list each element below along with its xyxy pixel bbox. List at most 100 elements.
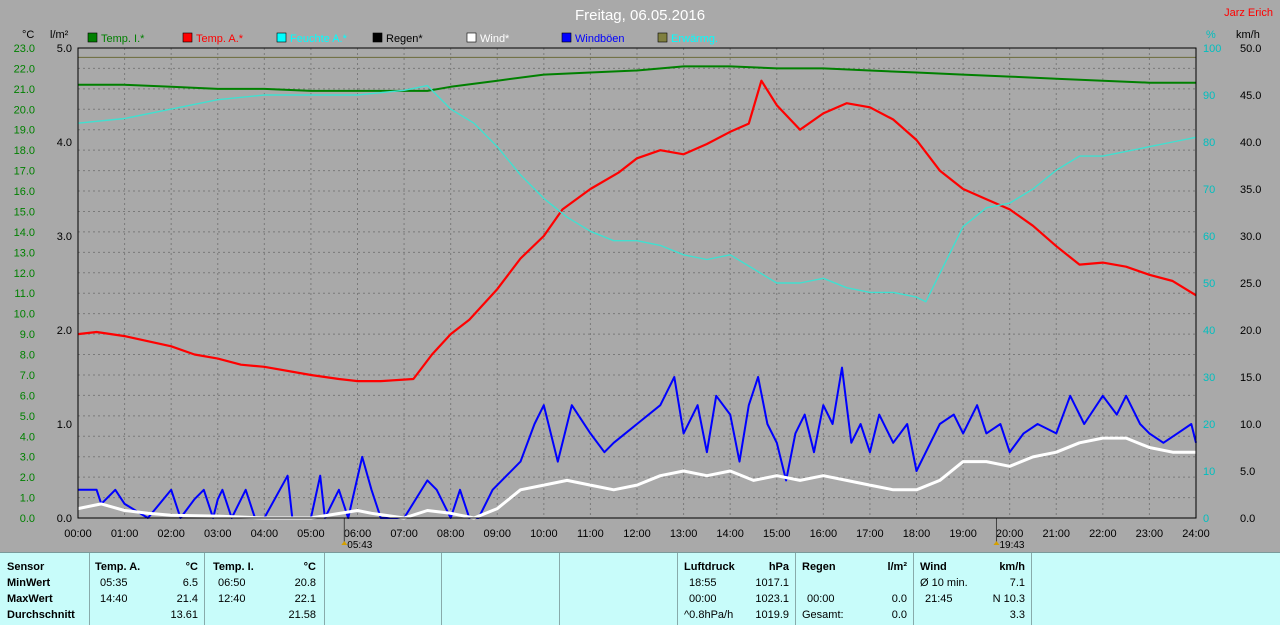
rain-unit-label: l/m² (50, 29, 69, 41)
humidity-tick-label: 90 (1203, 90, 1215, 102)
avg-label: Durchschnitt (7, 609, 75, 621)
humidity-unit-label: % (1206, 29, 1216, 41)
temp-i-max-value: 22.1 (294, 593, 316, 605)
legend-swatch (182, 32, 193, 43)
rain-max-value: 0.0 (891, 593, 907, 605)
time-tick-label: 07:00 (390, 528, 418, 540)
pressure-avg-value: 1019.9 (755, 609, 789, 621)
time-tick-label: 03:00 (204, 528, 232, 540)
wind-avg10-value: 7.1 (1009, 577, 1025, 589)
temp-tick-label: 22.0 (14, 63, 35, 75)
temp-a-header: Temp. A. (95, 561, 141, 573)
plot-frame (77, 47, 1197, 519)
rain-tick-label: 4.0 (57, 137, 72, 149)
temp-tick-label: 4.0 (20, 431, 35, 443)
temp-a-min-value: 6.5 (182, 577, 198, 589)
stats-footer: Sensor MinWert MaxWert Durchschnitt Temp… (0, 552, 1280, 625)
sensor-label: Sensor (7, 561, 45, 573)
wind-avg10-label: Ø 10 min. (920, 577, 968, 589)
empty-col-1 (325, 553, 442, 625)
series-line (77, 84, 1197, 303)
temp-tick-label: 16.0 (14, 186, 35, 198)
temp-tick-label: 9.0 (20, 329, 35, 341)
empty-col-3 (560, 553, 678, 625)
pressure-min-value: 1017.1 (755, 577, 789, 589)
wind-tick-label: 50.0 (1240, 43, 1261, 55)
wind-tick-label: 5.0 (1240, 466, 1255, 478)
temp-i-col: Temp. I. °C 06:50 20.8 12:40 22.1 21.58 (205, 553, 325, 625)
time-tick-label: 19:00 (949, 528, 977, 540)
temp-a-unit: °C (185, 561, 198, 573)
temp-tick-label: 2.0 (20, 472, 35, 484)
wind-tick-label: 30.0 (1240, 231, 1261, 243)
time-tick-label: 15:00 (763, 528, 791, 540)
rain-tick-label: 0.0 (57, 513, 72, 525)
rain-tick-label: 2.0 (57, 325, 72, 337)
wind-max-time: 21:45 (925, 593, 953, 605)
legend-label: Wind* (480, 33, 510, 45)
author-label: Jarz Erich (1224, 7, 1273, 19)
time-tick-label: 04:00 (251, 528, 279, 540)
legend-swatch (466, 32, 477, 43)
sunset-time-label: 19:43 (999, 540, 1024, 551)
time-tick-label: 24:00 (1182, 528, 1210, 540)
legend-label: Temp. I.* (101, 33, 145, 45)
temp-tick-label: 17.0 (14, 166, 35, 178)
sunrise-time-label: 05:43 (347, 540, 372, 551)
pressure-min-time: 18:55 (689, 577, 717, 589)
series-line (77, 436, 1196, 520)
series-line (77, 79, 1197, 383)
temp-tick-label: 7.0 (20, 370, 35, 382)
temp-tick-label: 18.0 (14, 145, 35, 157)
temp-a-max-time: 14:40 (100, 593, 128, 605)
time-tick-label: 18:00 (903, 528, 931, 540)
temp-i-min-time: 06:50 (218, 577, 246, 589)
pressure-col: Luftdruck hPa 18:55 1017.1 00:00 1023.1 … (678, 553, 796, 625)
chart-title: Freitag, 06.05.2016 (575, 7, 705, 24)
temp-tick-label: 20.0 (14, 104, 35, 116)
temp-i-avg-value: 21.58 (288, 609, 316, 621)
humidity-tick-label: 40 (1203, 325, 1215, 337)
legend-swatch (276, 32, 287, 43)
chart-area: 0.0 1.0 2.0 3.0 4.0 5.0 6.0 7.0 8.0 9.0 10.0 11.0 12… (0, 0, 1280, 552)
temp-tick-label: 23.0 (14, 43, 35, 55)
wind-header: Wind (920, 561, 947, 573)
rain-header: Regen (802, 561, 836, 573)
legend-label: Regen* (386, 33, 423, 45)
pressure-max-value: 1023.1 (755, 593, 789, 605)
wind-tick-label: 20.0 (1240, 325, 1261, 337)
time-tick-label: 00:00 (64, 528, 92, 540)
rain-unit: l/m² (887, 561, 907, 573)
temp-a-col: Temp. A. °C 05:35 6.5 14:40 21.4 13.61 (90, 553, 205, 625)
wind-max-value: N 10.3 (992, 593, 1025, 605)
rain-tick-label: 1.0 (57, 419, 72, 431)
time-tick-label: 14:00 (716, 528, 744, 540)
time-tick-label: 22:00 (1089, 528, 1117, 540)
temp-tick-label: 10.0 (14, 309, 35, 321)
rain-tick-label: 3.0 (57, 231, 72, 243)
min-label: MinWert (7, 577, 51, 589)
time-tick-label: 17:00 (856, 528, 884, 540)
humidity-tick-label: 20 (1203, 419, 1215, 431)
time-tick-label: 08:00 (437, 528, 465, 540)
time-tick-label: 13:00 (670, 528, 698, 540)
wind-unit: km/h (999, 561, 1025, 573)
wind-tick-label: 45.0 (1240, 90, 1261, 102)
series-line (78, 65, 1196, 92)
temp-i-unit: °C (303, 561, 316, 573)
humidity-tick-label: 0 (1203, 513, 1209, 525)
legend-label: Feuchte A.* (290, 33, 348, 45)
time-tick-label: 11:00 (577, 528, 604, 540)
time-tick-label: 21:00 (1042, 528, 1070, 540)
temp-tick-label: 13.0 (14, 247, 35, 259)
time-tick-label: 01:00 (111, 528, 139, 540)
temp-i-header: Temp. I. (213, 561, 254, 573)
humidity-tick-label: 30 (1203, 372, 1215, 384)
legend-swatch (87, 32, 98, 43)
temp-tick-label: 1.0 (20, 493, 35, 505)
wind-tick-label: 35.0 (1240, 184, 1261, 196)
temp-a-avg-value: 13.61 (170, 609, 198, 621)
time-tick-label: 16:00 (810, 528, 838, 540)
temp-tick-label: 0.0 (20, 513, 35, 525)
humidity-tick-label: 60 (1203, 231, 1215, 243)
